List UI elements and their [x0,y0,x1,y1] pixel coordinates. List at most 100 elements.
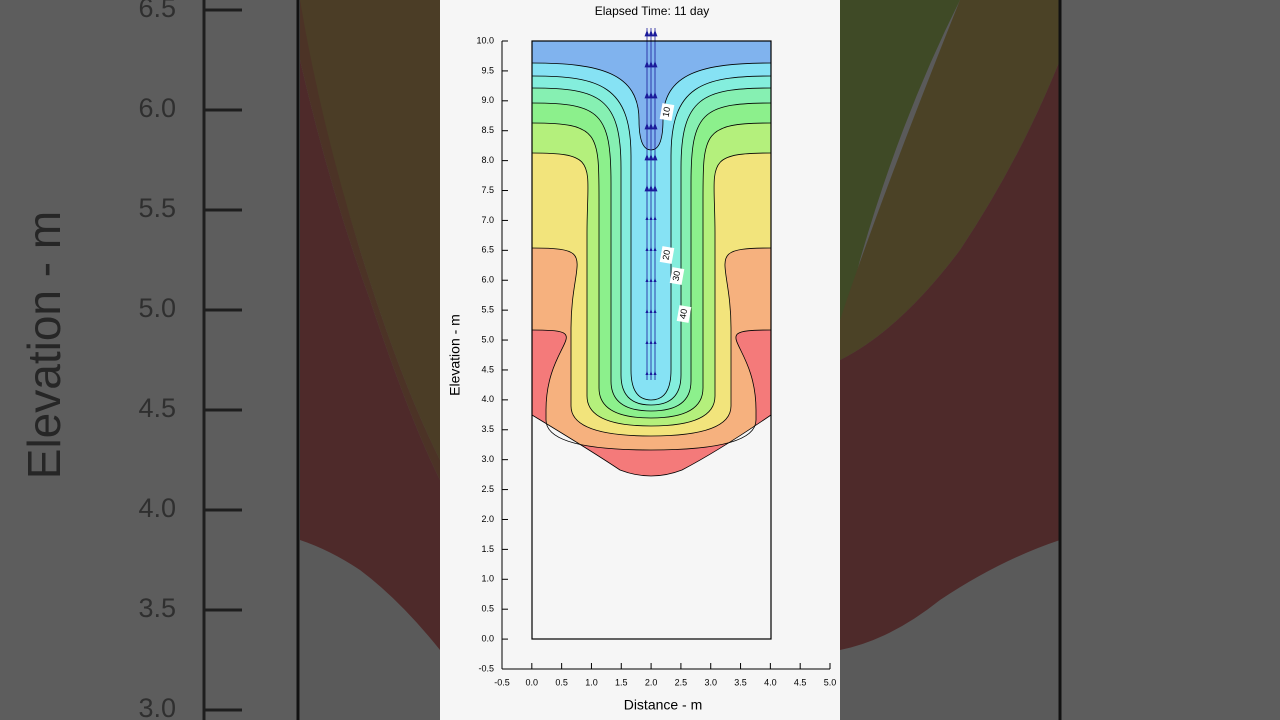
zoom-tick-label: 3.0 [138,693,176,720]
velocity-arrow [645,371,649,375]
contour-line [531,152,772,427]
zoom-tick-label: 3.5 [138,593,176,623]
contour-line [531,75,772,401]
y-tick-label: 8.0 [481,155,494,165]
contour-label-box [669,267,685,285]
y-tick-label: 7.5 [481,185,494,195]
y-tick-label: 6.5 [481,245,494,255]
y-axis-title: Elevation - m [447,314,463,396]
y-tick-label: 5.0 [481,334,494,344]
velocity-arrow [644,123,650,130]
zoom-tick-label: 5.0 [138,293,176,323]
contour-label-text: 40 [678,308,690,320]
y-tick-label: 2.0 [481,514,494,524]
x-tick-label: 3.5 [734,677,747,687]
contour-line [531,414,772,477]
zoom-axis-title: Elevation - m [18,211,70,479]
x-tick-label: 3.0 [704,677,717,687]
y-tick-label: 2.5 [481,484,494,494]
y-tick-label: 0.0 [481,633,494,643]
plot-border [531,40,772,640]
contour-label: 40 [676,305,692,323]
x-tick-label: 2.0 [645,677,658,687]
x-tick-label: 4.0 [764,677,777,687]
x-tick-label: 0.5 [555,677,568,687]
velocity-arrow [645,247,649,251]
velocity-arrow [648,30,654,37]
velocity-arrow [644,92,650,99]
zoom-tick-label: 6.5 [138,0,176,23]
contour-line [531,329,772,451]
velocity-arrow [653,216,657,220]
zoom-band [840,0,960,320]
velocity-arrow [653,340,657,344]
x-tick-label: 1.5 [615,677,628,687]
contour-line [531,247,772,437]
zoom-tick-label: 4.0 [138,493,176,523]
y-tick-label: 1.0 [481,574,494,584]
y-tick-label: 4.5 [481,364,494,374]
velocity-arrow [644,185,650,192]
velocity-arrow [652,185,658,192]
contour-line [531,102,772,412]
velocity-arrow [649,278,653,282]
velocity-arrow [648,185,654,192]
y-tick-label: 9.0 [481,95,494,105]
velocity-arrow [652,61,658,68]
y-tick-label: 8.5 [481,125,494,135]
y-tick-label: 5.5 [481,305,494,315]
contour-label-box [659,103,675,121]
x-tick-label: 0.0 [526,677,539,687]
velocity-arrow [645,216,649,220]
contour-label: 30 [669,267,685,285]
velocity-arrow [645,309,649,313]
contour-label-text: 20 [661,249,673,261]
velocity-arrow [645,340,649,344]
velocity-arrow [645,278,649,282]
zoom-band [300,0,440,460]
y-tick-label: -0.5 [478,663,494,673]
zoom-tick-label: 6.0 [138,93,176,123]
plot-area: 10 20 30 40 [531,28,772,639]
velocity-arrow [649,340,653,344]
y-tick-label: 0.5 [481,604,494,614]
contour-label-box [659,246,675,264]
chart-title: Elapsed Time: 11 day [595,4,710,18]
velocity-arrow [653,278,657,282]
contour-label: 10 [659,103,675,121]
contour-line [531,122,772,419]
velocity-arrow [649,216,653,220]
velocity-arrow [652,123,658,130]
y-tick-label: 10.0 [476,35,494,45]
velocity-arrow [649,371,653,375]
velocity-arrow [649,309,653,313]
zoom-band [300,0,440,480]
y-tick-label: 7.0 [481,215,494,225]
contour-band [532,415,771,639]
x-tick-label: 2.5 [675,677,688,687]
velocity-arrow [648,154,654,161]
velocity-arrow [644,30,650,37]
contour-label-text: 10 [661,106,673,118]
velocity-arrow [653,309,657,313]
y-tick-label: 1.5 [481,544,494,554]
velocity-arrow [648,92,654,99]
contour-label: 20 [659,246,675,264]
velocity-arrow [652,92,658,99]
zoom-band [840,60,1060,650]
contour-label-text: 30 [671,270,683,282]
x-axis-title: Distance - m [624,697,703,713]
velocity-arrow [649,247,653,251]
contour-line [531,87,772,406]
y-tick-label: 3.0 [481,454,494,464]
zoom-band [300,60,440,650]
velocity-arrow [652,30,658,37]
x-tick-label: 4.5 [794,677,807,687]
y-tick-label: 3.5 [481,424,494,434]
x-tick-label: 5.0 [824,677,837,687]
velocity-arrow [644,154,650,161]
zoom-tick-label: 5.5 [138,193,176,223]
velocity-arrow [652,154,658,161]
